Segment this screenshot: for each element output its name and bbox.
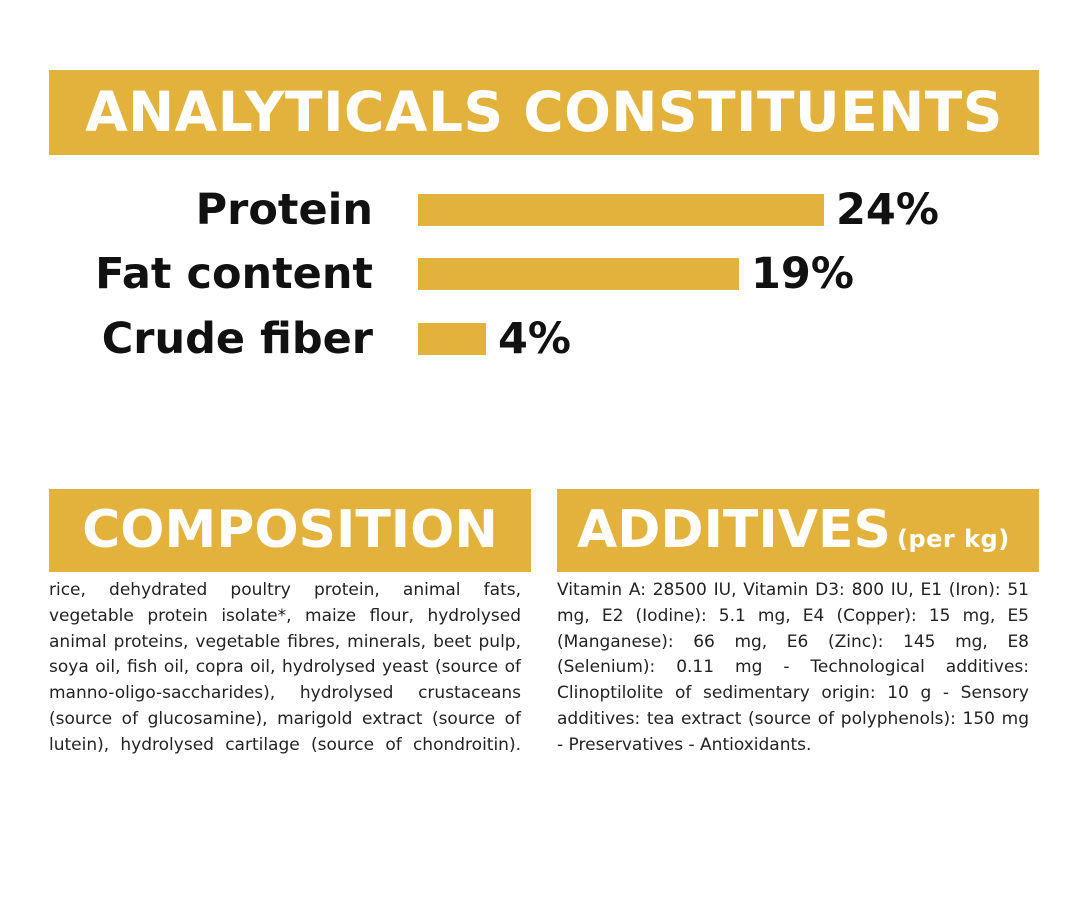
protein-bar — [418, 194, 824, 226]
fat-content-value-label: 19% — [751, 249, 854, 299]
composition-text: rice, dehydrated poultry protein, animal… — [49, 580, 521, 755]
analytical-constituents-banner: ANALYTICALS CONSTITUENTS — [49, 70, 1039, 155]
crude-fiber-bar — [418, 323, 486, 355]
crude-fiber-label: Crude fiber — [101, 314, 373, 364]
additives-subtitle: (per kg) — [896, 525, 1010, 553]
crude-fiber-value-label: 4% — [498, 314, 572, 364]
additives-banner: ADDITIVES (per kg) — [557, 489, 1039, 572]
composition-title: COMPOSITION — [82, 500, 498, 560]
fat-content-label: Fat content — [95, 249, 373, 299]
additives-text: Vitamin A: 28500 IU, Vitamin D3: 800 IU,… — [557, 580, 1029, 755]
protein-value-label: 24% — [836, 185, 939, 235]
analytical-constituents-title: ANALYTICALS CONSTITUENTS — [85, 80, 1003, 144]
additives-title: ADDITIVES — [577, 500, 891, 560]
protein-label: Protein — [195, 185, 373, 235]
composition-banner: COMPOSITION — [49, 489, 531, 572]
fat-content-bar — [418, 258, 739, 290]
